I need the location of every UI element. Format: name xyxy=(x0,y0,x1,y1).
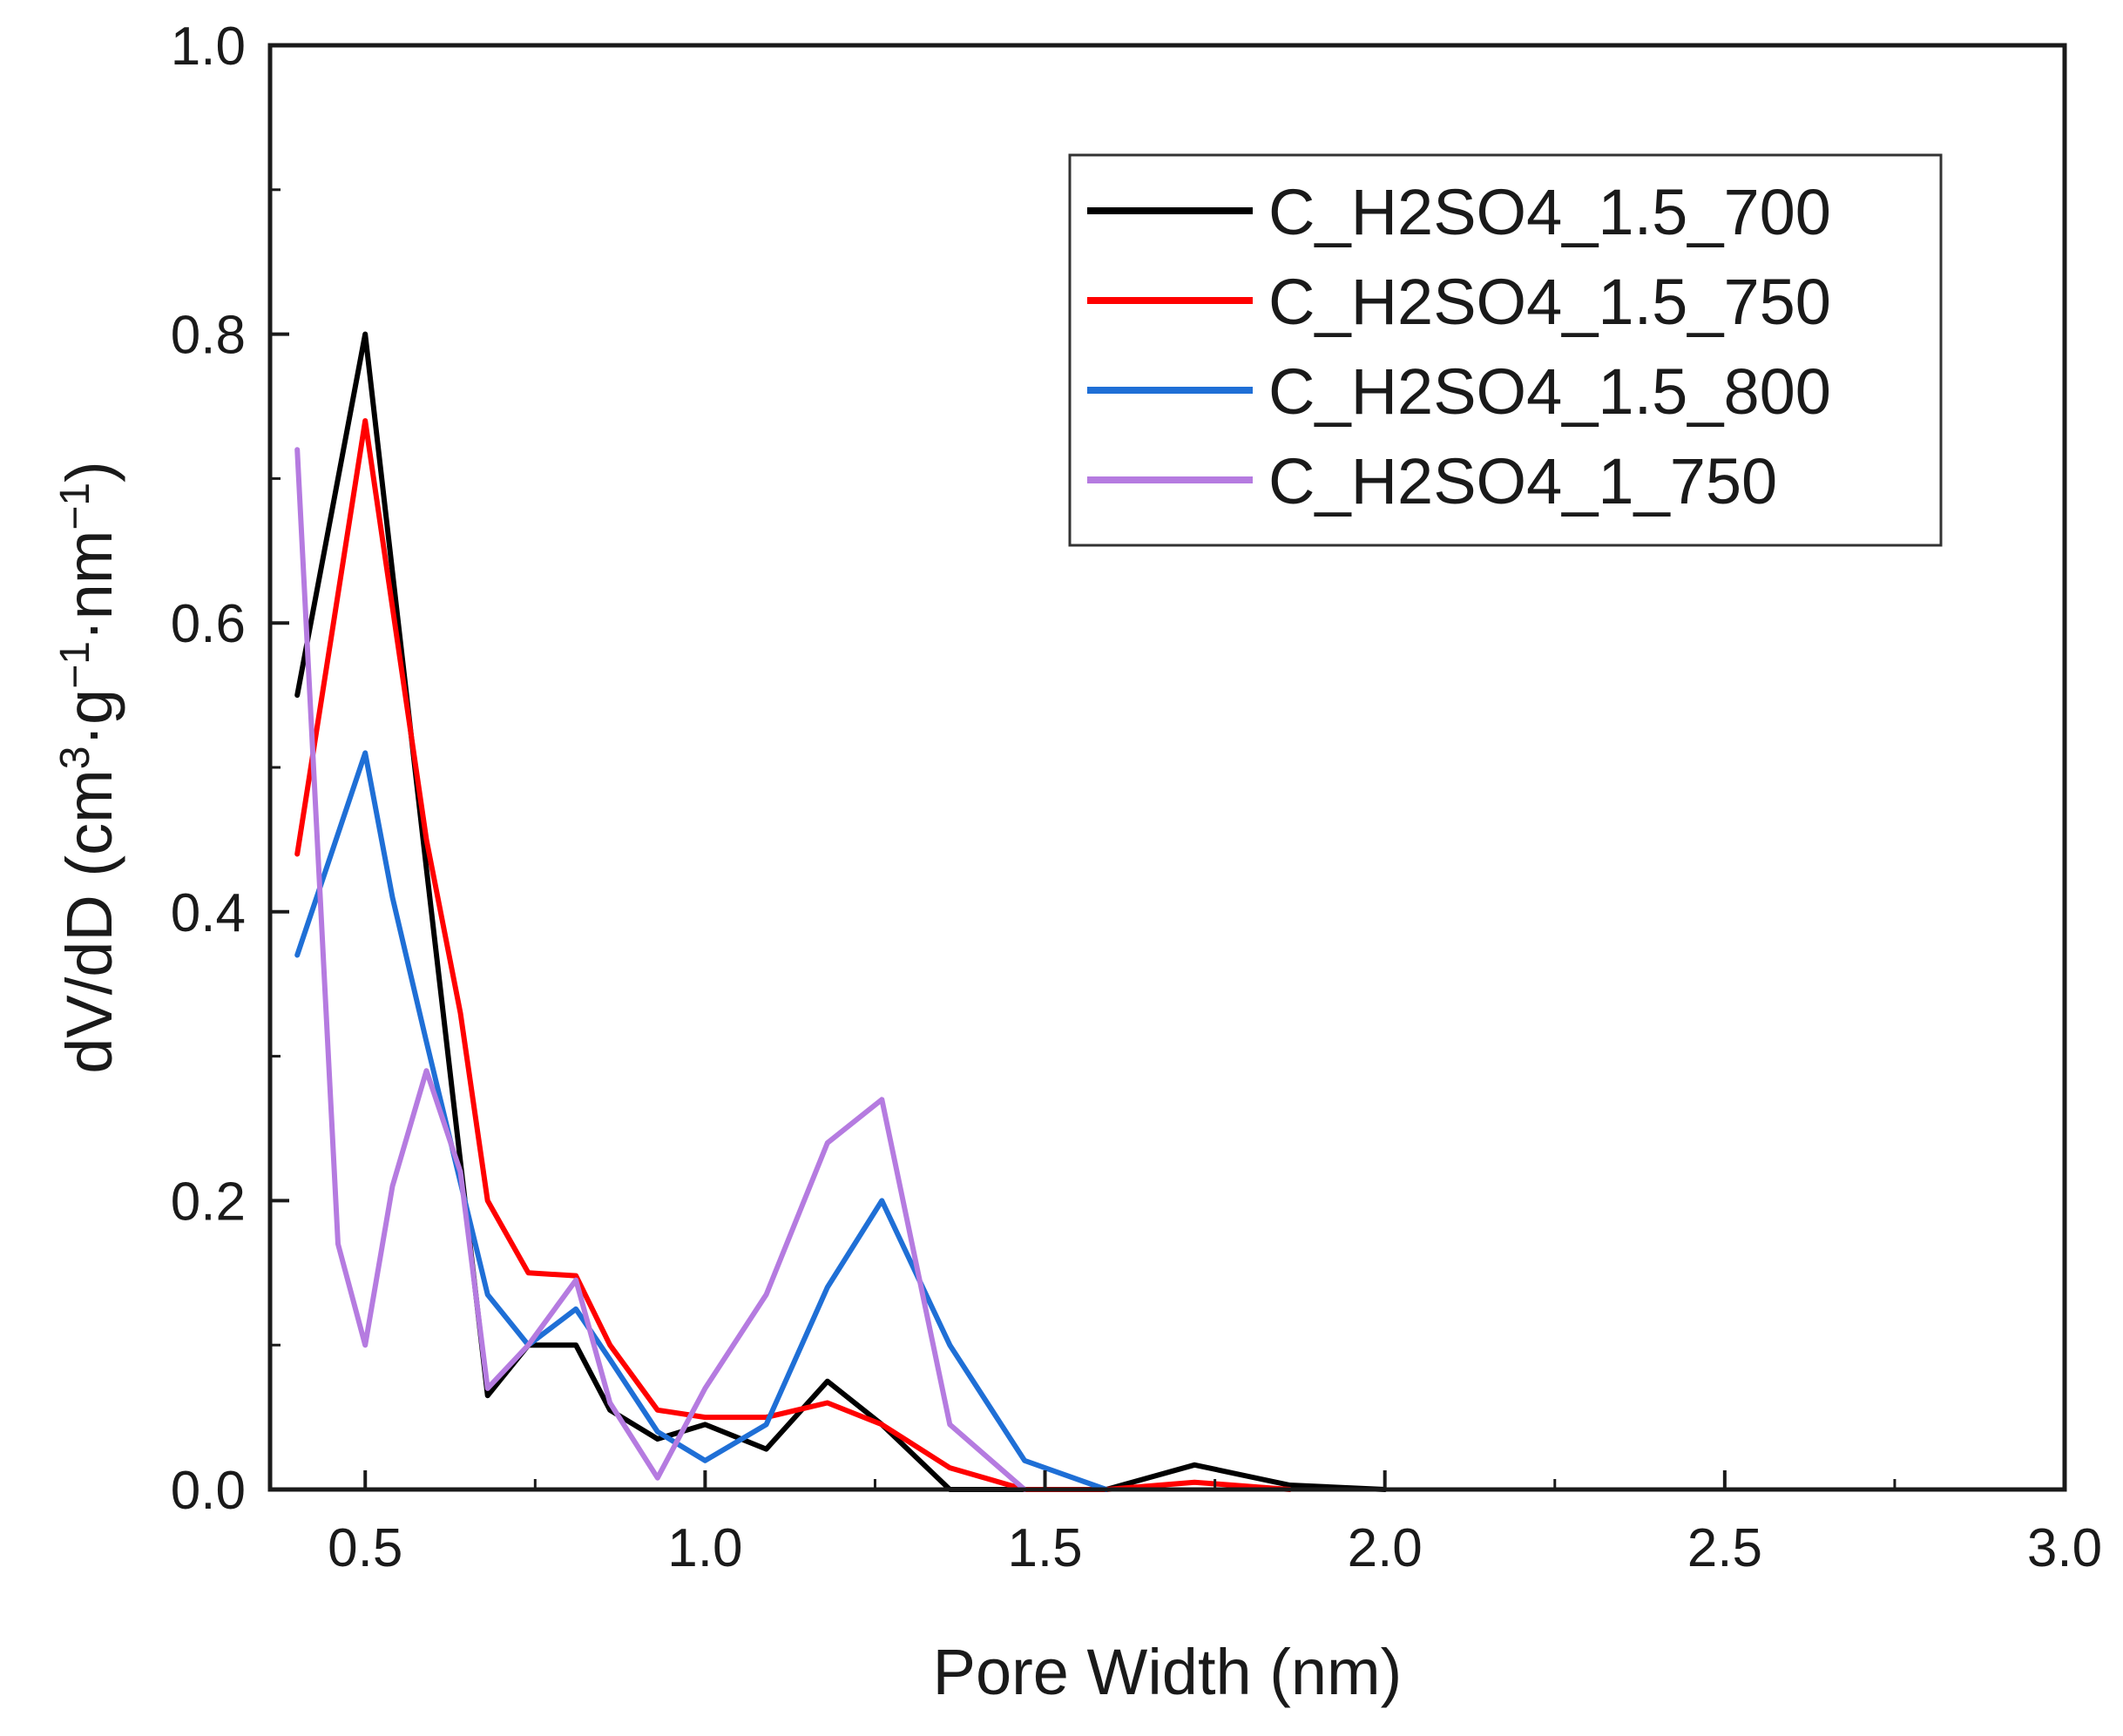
y-tick-label: 1.0 xyxy=(171,17,246,77)
y-axis-label-suffix: ) xyxy=(53,461,125,483)
y-tick-label: 0.6 xyxy=(171,594,246,654)
x-tick-label: 1.5 xyxy=(1007,1518,1082,1578)
y-axis-label-sup-1: 3 xyxy=(52,746,98,770)
x-axis-label: Pore Width (nm) xyxy=(933,1636,1403,1708)
y-tick-label: 0.8 xyxy=(171,306,246,366)
y-axis-label-mid-2: ·nm xyxy=(53,530,125,641)
series-line-4 xyxy=(294,447,1028,1492)
axis-ticks xyxy=(270,44,2066,1491)
axis-tick-labels: 0.5 1.0 1.5 2.0 2.5 3.0 0.0 0.2 0.4 0.6 0.8 1.0 xyxy=(171,17,2102,1578)
y-tick-label: 0.2 xyxy=(171,1172,246,1232)
y-axis-label-prefix: dV/dD (cm xyxy=(53,769,125,1074)
x-tick-label: 1.0 xyxy=(667,1518,742,1578)
legend-label-1: C_H2SO4_1.5_700 xyxy=(1268,176,1831,248)
y-axis-label-mid-1: ·g xyxy=(53,689,125,746)
y-tick-label: 0.4 xyxy=(171,883,246,943)
x-tick-label: 2.0 xyxy=(1348,1518,1423,1578)
y-axis-label-sup-3: −1 xyxy=(52,483,98,530)
legend-label-2: C_H2SO4_1.5_750 xyxy=(1268,266,1831,338)
legend-label-3: C_H2SO4_1.5_800 xyxy=(1268,355,1831,428)
x-tick-label: 0.5 xyxy=(328,1518,402,1578)
legend: C_H2SO4_1.5_700 C_H2SO4_1.5_750 C_H2SO4_1.… xyxy=(1068,153,1943,547)
y-axis-label-sup-2: −1 xyxy=(52,641,98,689)
series-layer xyxy=(294,331,1388,1492)
x-tick-label: 2.5 xyxy=(1687,1518,1762,1578)
legend-items: C_H2SO4_1.5_700 C_H2SO4_1.5_750 C_H2SO4_1.… xyxy=(1087,176,1831,517)
y-axis-label: dV/dD (cm3·g−1·nm−1) xyxy=(52,461,126,1074)
legend-label-4: C_H2SO4_1_750 xyxy=(1268,445,1777,517)
y-tick-label: 0.0 xyxy=(171,1461,246,1521)
x-tick-label: 3.0 xyxy=(2027,1518,2102,1578)
